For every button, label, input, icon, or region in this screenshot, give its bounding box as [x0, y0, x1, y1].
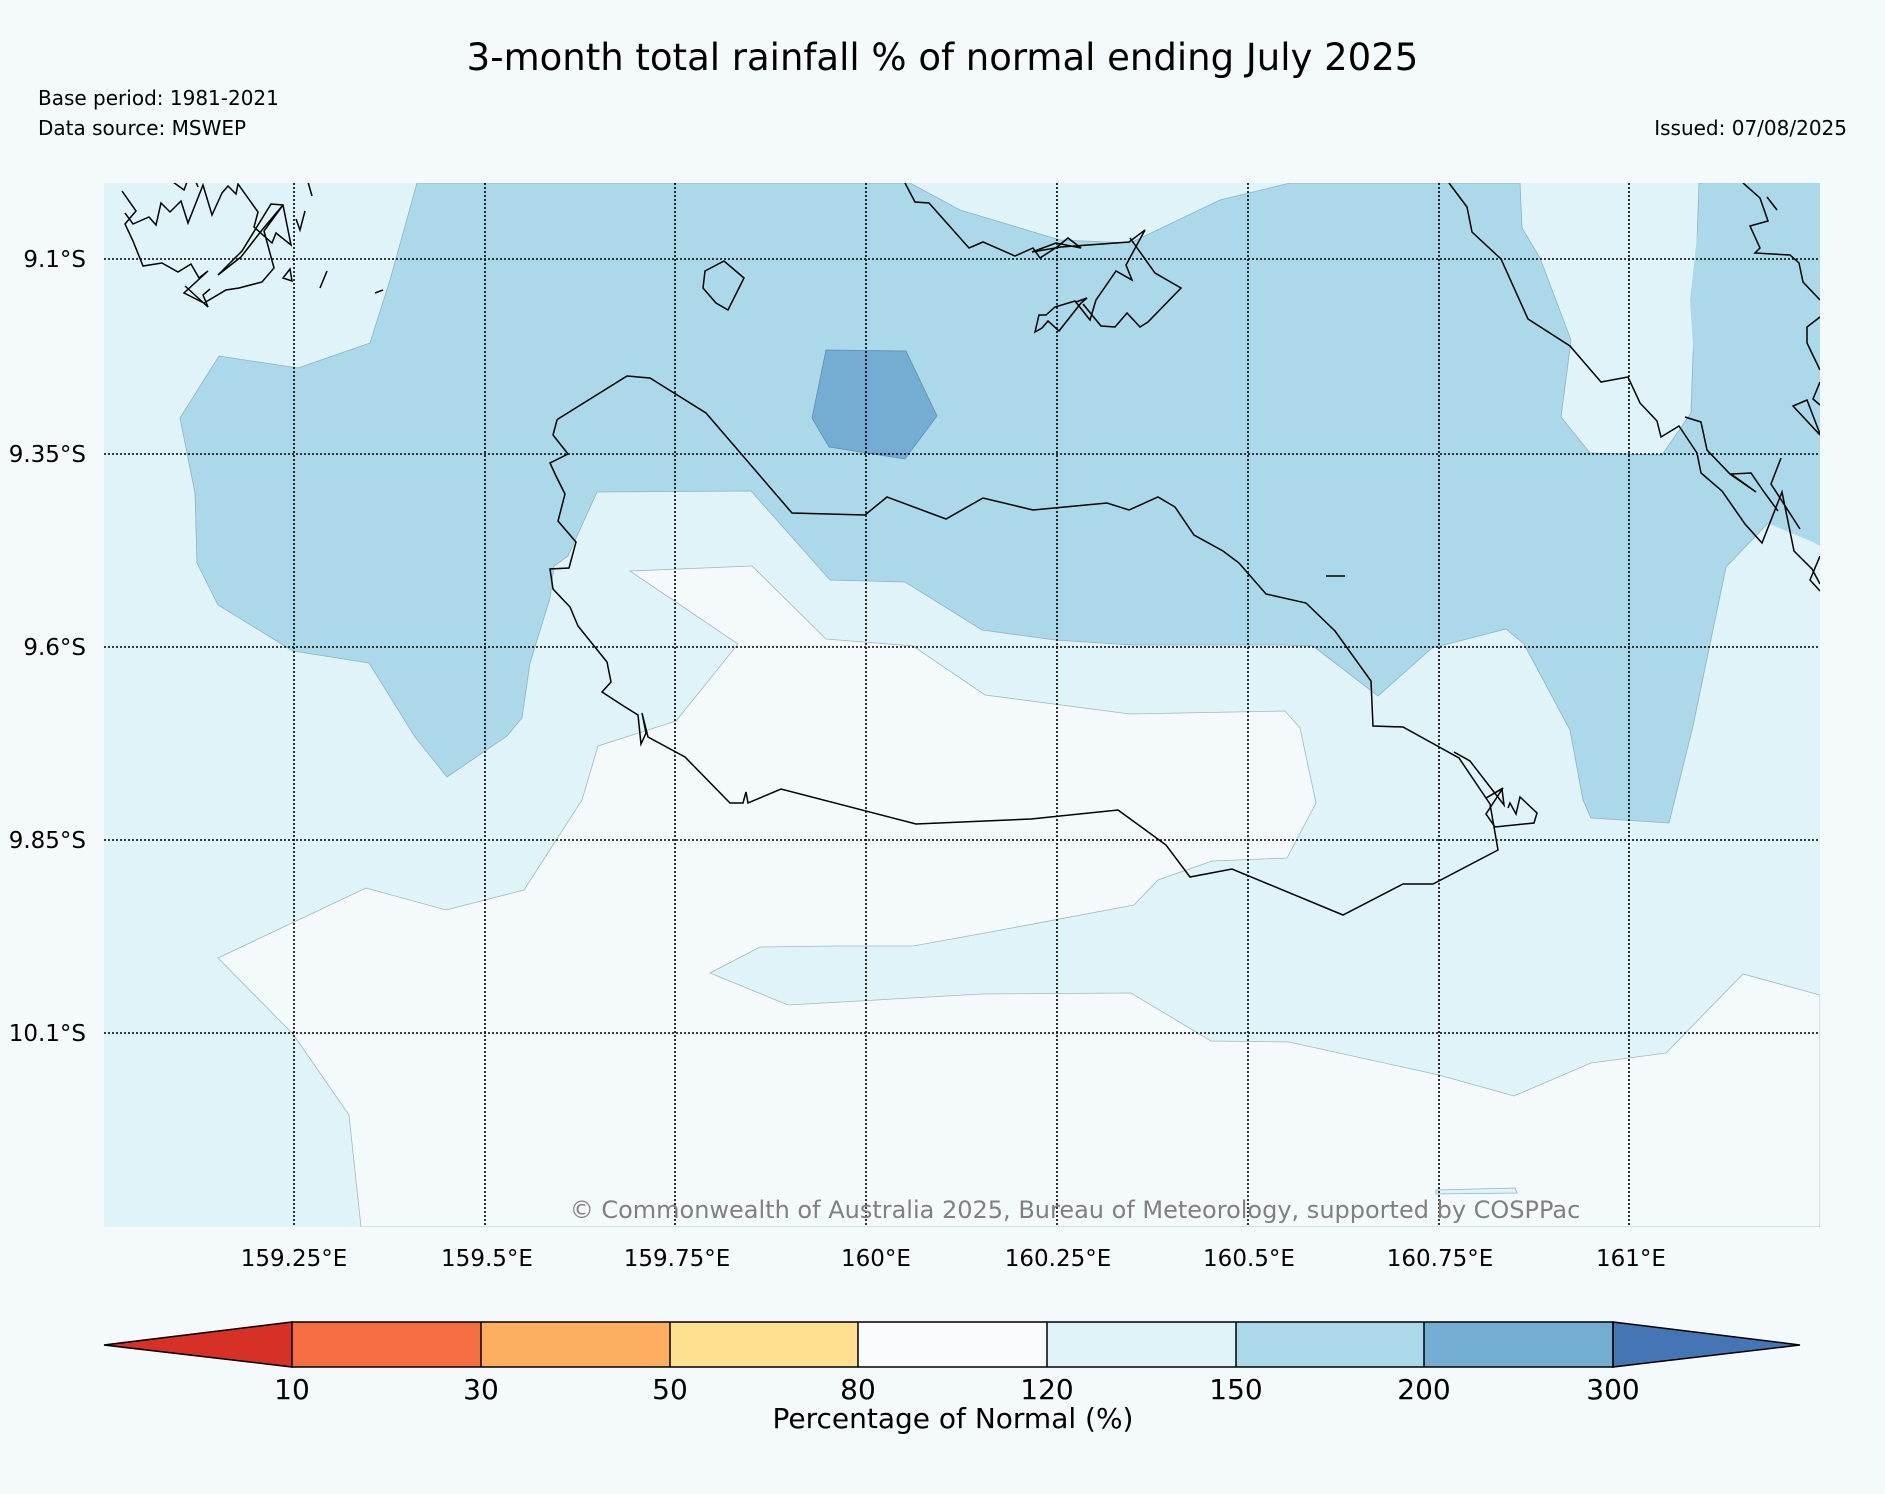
colorbar-dividers [291, 1321, 1614, 1368]
colorbar-segment-120-150 [1047, 1322, 1236, 1367]
colorbar-extend-high [1612, 1321, 1801, 1368]
lon-label: 160.75°E [1387, 1246, 1494, 1272]
rainfall-band-80-120 [217, 565, 1820, 1227]
colorbar-tick: 200 [1397, 1373, 1450, 1406]
issued-date: Issued: 07/08/2025 [1654, 116, 1847, 140]
data-source-text: Data source: MSWEP [38, 116, 247, 140]
lon-label: 160°E [841, 1246, 911, 1272]
colorbar-segment-10-30 [292, 1322, 481, 1367]
colorbar-extend-low [103, 1321, 293, 1368]
rainfall-band-150-200-ne [1690, 183, 1820, 545]
map-title: 3-month total rainfall % of normal endin… [466, 36, 1419, 79]
colorbar-segment-200-300 [1424, 1322, 1613, 1367]
base-period-text: Base period: 1981-2021 [38, 86, 279, 110]
colorbar-segment-80-120 [858, 1322, 1047, 1367]
lon-label: 159.75°E [624, 1246, 731, 1272]
rainfall-band-stripe [1435, 1187, 1518, 1195]
colorbar-tick: 10 [274, 1373, 310, 1406]
coastline-nw-islands [121, 183, 384, 308]
lat-label: 9.85°S [9, 828, 86, 854]
graticule [104, 183, 1820, 1227]
colorbar-segment-50-80 [670, 1322, 858, 1367]
map-metadata: Base period: 1981-2021 Data source: MSWE… [38, 83, 279, 143]
map-credit: © Commonwealth of Australia 2025, Bureau… [570, 1196, 1581, 1224]
coastlines [121, 183, 1820, 916]
lat-label: 9.6°S [23, 635, 86, 661]
colorbar-ticks: 10 30 50 80 120 150 200 300 [274, 1373, 1640, 1406]
map-area [104, 183, 1820, 1227]
lon-label: 159.5°E [441, 1246, 533, 1272]
coastline-malaita [1448, 183, 1820, 592]
coastline-florida-islands [904, 183, 1183, 334]
colorbar-tick: 300 [1586, 1373, 1639, 1406]
coastline-marau [1453, 751, 1538, 828]
longitude-labels: 159.25°E 159.5°E 159.75°E 160°E 160.25°E… [241, 1246, 1666, 1272]
colorbar: 10 30 50 80 120 150 200 300 Percentage o… [103, 1321, 1801, 1435]
colorbar-tick: 80 [840, 1373, 876, 1406]
lat-label: 10.1°S [9, 1021, 86, 1047]
lon-label: 161°E [1596, 1246, 1666, 1272]
rainfall-band-200-300 [811, 349, 938, 460]
colorbar-label: Percentage of Normal (%) [773, 1402, 1134, 1435]
lon-label: 160.25°E [1005, 1246, 1112, 1272]
rainfall-band-150-200-north [179, 183, 1820, 824]
coastline-savo [702, 260, 745, 312]
lat-label: 9.35°S [9, 442, 86, 468]
colorbar-tick: 120 [1020, 1373, 1073, 1406]
latitude-labels: 9.1°S 9.35°S 9.6°S 9.85°S 10.1°S [9, 247, 86, 1047]
lon-label: 159.25°E [241, 1246, 348, 1272]
coastline-guadalcanal [549, 375, 1499, 916]
colorbar-tick: 50 [652, 1373, 688, 1406]
colorbar-tick: 30 [463, 1373, 499, 1406]
lon-label: 160.5°E [1203, 1246, 1295, 1272]
colorbar-segment-30-50 [481, 1322, 670, 1367]
colorbar-tick: 150 [1209, 1373, 1262, 1406]
colorbar-segment-150-200 [1236, 1322, 1424, 1367]
lat-label: 9.1°S [23, 247, 86, 273]
